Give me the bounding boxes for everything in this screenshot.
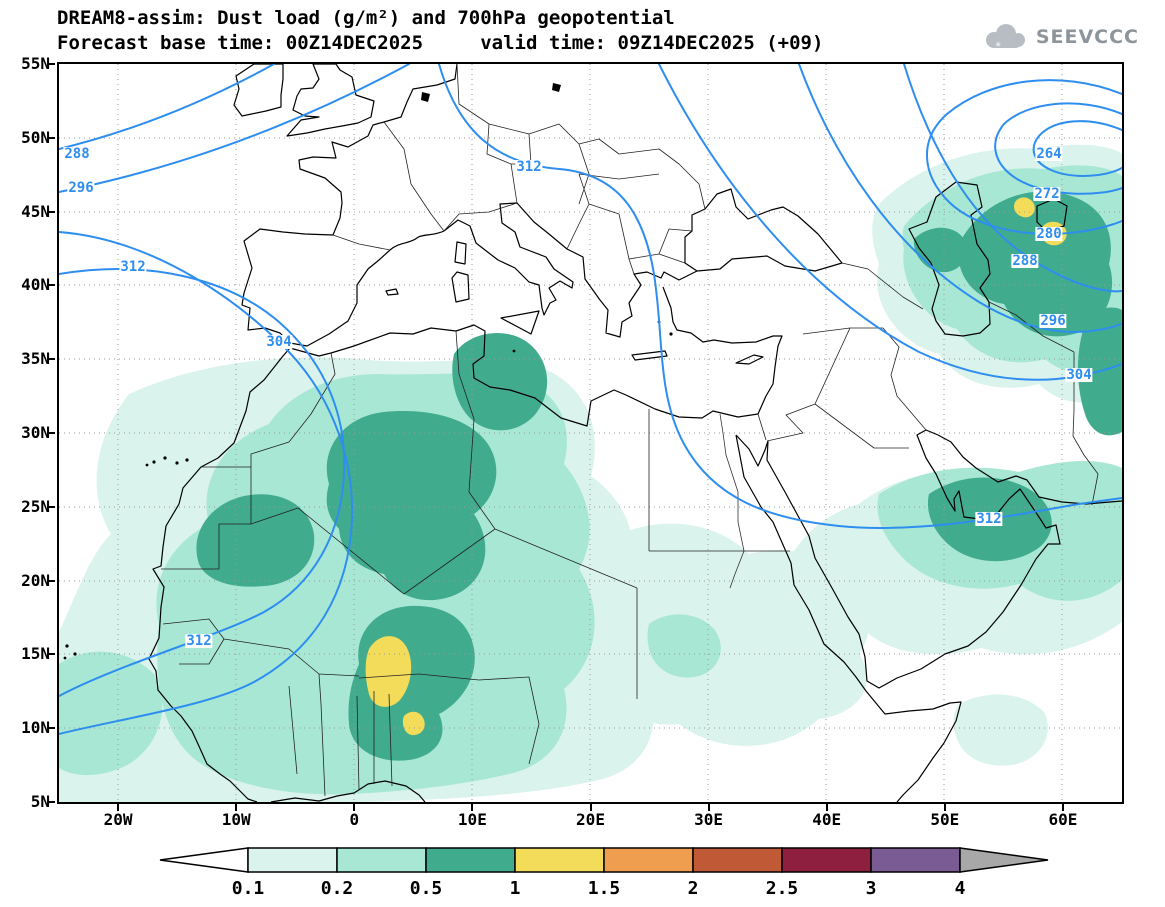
colorbar-tick-label: 0.2: [321, 878, 354, 899]
geopotential-contour-label: 280: [1035, 227, 1062, 241]
x-axis-tick: [353, 804, 355, 811]
x-axis-tick-label: 30E: [677, 810, 741, 829]
y-axis-tick-label: 5N: [4, 792, 50, 811]
chart-header: DREAM8-assim: Dust load (g/m²) and 700hP…: [57, 6, 823, 56]
x-axis-tick-label: 50E: [913, 810, 977, 829]
y-axis-tick: [47, 63, 55, 65]
colorbar-segment: [248, 848, 337, 872]
geopotential-contour-label: 296: [1039, 314, 1066, 328]
x-axis-tick-label: 20E: [559, 810, 623, 829]
y-axis-tick-label: 10N: [4, 718, 50, 737]
x-axis-tick-label: 10W: [204, 810, 268, 829]
x-axis-tick-label: 60E: [1031, 810, 1095, 829]
y-axis-tick: [47, 801, 55, 803]
colorbar-segment: [693, 848, 782, 872]
geopotential-contour-label: 312: [185, 634, 212, 648]
dust-load-colorbar: 0.1 0.2 0.5 1 1.5 2 2.5 3 4: [148, 842, 1063, 904]
seevccc-logo: ✳ SEEVCCC: [981, 22, 1139, 52]
colorbar-tick-label: 0.5: [410, 878, 443, 899]
x-axis-tick: [944, 804, 946, 811]
geopotential-contour-label: 264: [1035, 147, 1062, 161]
geopotential-contour-label: 312: [515, 160, 542, 174]
map-frame: 288 296 312 304 312 312 312 304 296 288 280 272 264: [57, 62, 1124, 804]
colorbar-segment: [782, 848, 871, 872]
y-axis-tick-label: 55N: [4, 54, 50, 73]
y-axis-tick-label: 30N: [4, 423, 50, 442]
x-axis-tick-label: 20W: [86, 810, 150, 829]
y-axis-tick-label: 45N: [4, 202, 50, 221]
y-axis-tick-label: 40N: [4, 275, 50, 294]
colorbar-tick-label: 2: [688, 878, 699, 899]
colorbar-tick-label: 1: [510, 878, 521, 899]
svg-text:✳: ✳: [995, 39, 1001, 50]
chart-subtitle: Forecast base time: 00Z14DEC2025 valid t…: [57, 31, 823, 56]
y-axis-tick: [47, 284, 55, 286]
colorbar-tick-label: 3: [866, 878, 877, 899]
y-axis-tick: [47, 137, 55, 139]
x-axis-tick: [590, 804, 592, 811]
colorbar-tick-label: 1.5: [588, 878, 621, 899]
geopotential-contour-label: 312: [119, 260, 146, 274]
x-axis-tick: [471, 804, 473, 811]
x-axis-tick: [117, 804, 119, 811]
y-axis-tick: [47, 506, 55, 508]
y-axis-tick: [47, 211, 55, 213]
colorbar-segment: [871, 848, 960, 872]
y-axis-tick-label: 15N: [4, 644, 50, 663]
x-axis-tick: [1062, 804, 1064, 811]
geopotential-contour-label: 296: [67, 181, 94, 195]
y-axis-tick: [47, 580, 55, 582]
y-axis-tick-label: 35N: [4, 349, 50, 368]
y-axis-tick-label: 25N: [4, 497, 50, 516]
colorbar-segment: [337, 848, 426, 872]
y-axis-tick: [47, 727, 55, 729]
x-axis-tick: [826, 804, 828, 811]
x-axis-tick: [708, 804, 710, 811]
y-axis-tick-label: 20N: [4, 571, 50, 590]
logo-text: SEEVCCC: [1036, 26, 1139, 48]
geopotential-contour-label: 304: [1065, 368, 1092, 382]
chart-title: DREAM8-assim: Dust load (g/m²) and 700hP…: [57, 6, 823, 31]
geopotential-contour-label: 304: [265, 335, 292, 349]
y-axis-tick: [47, 358, 55, 360]
colorbar-segment: [604, 848, 693, 872]
y-axis-tick-label: 50N: [4, 128, 50, 147]
colorbar-segment: [426, 848, 515, 872]
cloud-icon: ✳: [981, 22, 1029, 52]
colorbar-right-arrow: [960, 848, 1048, 872]
dust-forecast-page: DREAM8-assim: Dust load (g/m²) and 700hP…: [0, 0, 1165, 907]
y-axis-tick: [47, 432, 55, 434]
x-axis-tick-label: 40E: [795, 810, 859, 829]
x-axis-tick-label: 10E: [440, 810, 504, 829]
colorbar-left-arrow: [160, 848, 248, 872]
geopotential-contour-labels: 288 296 312 304 312 312 312 304 296 288 280 272 264: [59, 64, 1122, 802]
x-axis-tick-label: 0: [322, 810, 386, 829]
geopotential-contour-label: 288: [63, 147, 90, 161]
colorbar-tick-label: 0.1: [232, 878, 265, 899]
geopotential-contour-label: 288: [1011, 254, 1038, 268]
colorbar-tick-label: 4: [955, 878, 966, 899]
colorbar-segment: [515, 848, 604, 872]
y-axis-tick: [47, 653, 55, 655]
x-axis-tick: [235, 804, 237, 811]
colorbar-tick-label: 2.5: [766, 878, 799, 899]
geopotential-contour-label: 272: [1033, 187, 1060, 201]
geopotential-contour-label: 312: [975, 512, 1002, 526]
